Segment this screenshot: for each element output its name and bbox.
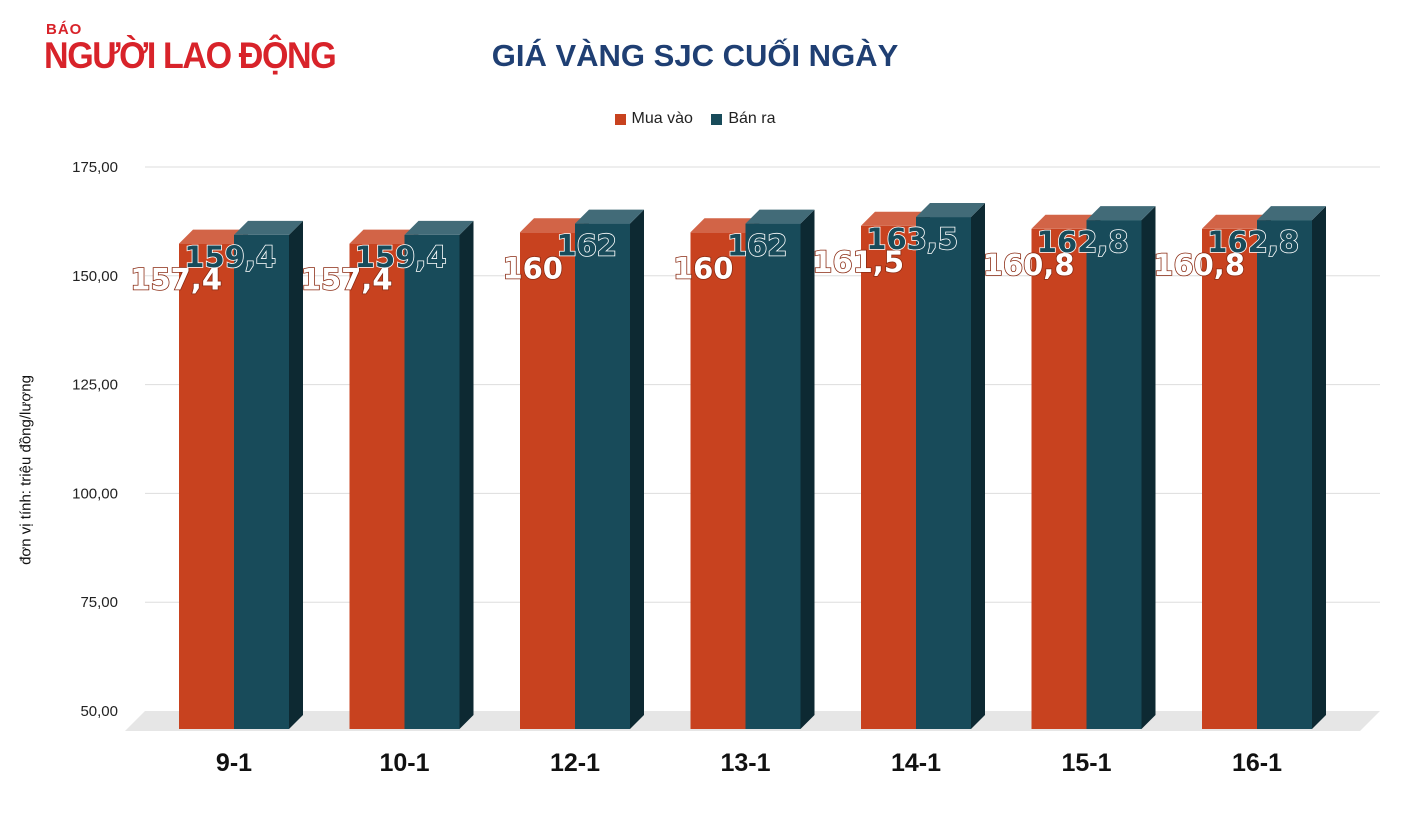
bar bbox=[349, 243, 405, 729]
bar-top bbox=[690, 218, 760, 233]
x-tick-label: 14-1 bbox=[891, 749, 941, 777]
legend-swatch-sell bbox=[711, 113, 723, 125]
legend-label-sell: Bán ra bbox=[728, 110, 776, 127]
logo-big-text: NGƯỜI LAO ĐỘNG bbox=[44, 35, 337, 76]
data-label: 162 bbox=[556, 229, 617, 263]
bar bbox=[1031, 228, 1087, 729]
bar-top bbox=[575, 209, 644, 224]
data-label: 162,8 bbox=[1037, 225, 1129, 259]
y-tick-label: 175,00 bbox=[72, 159, 118, 176]
bar-side bbox=[289, 220, 303, 729]
legend-item-sell: Bán ra bbox=[711, 110, 775, 128]
bar-top bbox=[404, 220, 474, 235]
bar-top bbox=[1086, 206, 1156, 221]
y-tick-label: 150,00 bbox=[72, 268, 118, 285]
data-label: 159,4 bbox=[355, 240, 447, 274]
newspaper-logo: BÁO NGƯỜI LAO ĐỘNG bbox=[44, 21, 337, 78]
bar-side bbox=[971, 203, 985, 730]
bar-top bbox=[349, 229, 419, 244]
x-tick-label: 12-1 bbox=[550, 749, 600, 777]
chart-title: GIÁ VÀNG SJC CUỐI NGÀY bbox=[491, 38, 899, 73]
data-label: 159,4 bbox=[184, 240, 276, 274]
data-label: 157,4 bbox=[130, 263, 222, 297]
bar-side bbox=[459, 220, 474, 729]
bar bbox=[1086, 220, 1142, 729]
x-tick-label: 10-1 bbox=[379, 749, 429, 777]
legend-item-buy: Mua vào bbox=[614, 110, 693, 128]
bar-top bbox=[1031, 214, 1101, 229]
bar-side bbox=[1312, 206, 1326, 729]
bar-side bbox=[800, 209, 815, 730]
chart-legend: Mua vào Bán ra bbox=[0, 110, 1390, 130]
y-tick-label: 100,00 bbox=[72, 485, 118, 502]
data-label: 162,8 bbox=[1207, 225, 1299, 259]
bar-top bbox=[861, 211, 930, 226]
legend-swatch-buy bbox=[614, 113, 626, 125]
y-tick-label: 50,00 bbox=[80, 703, 118, 720]
bar bbox=[520, 232, 575, 729]
logo-small-text: BÁO bbox=[46, 21, 83, 38]
bar bbox=[745, 223, 801, 730]
data-label: 162 bbox=[727, 229, 788, 263]
bar-top bbox=[234, 220, 303, 235]
bar bbox=[861, 225, 916, 729]
bar bbox=[916, 217, 971, 729]
x-tick-label: 9-1 bbox=[216, 749, 252, 777]
data-label: 160 bbox=[673, 251, 734, 285]
bar bbox=[1202, 228, 1257, 729]
data-label: 157,4 bbox=[301, 263, 393, 297]
data-label: 160,8 bbox=[1153, 248, 1245, 282]
data-label: 160,8 bbox=[983, 248, 1075, 282]
data-label: 161,5 bbox=[812, 245, 904, 279]
bar bbox=[690, 232, 746, 729]
bar bbox=[234, 234, 289, 729]
bar-top bbox=[520, 218, 589, 233]
y-tick-label: 75,00 bbox=[80, 594, 118, 611]
bar-top bbox=[1257, 206, 1326, 221]
bar bbox=[575, 223, 630, 730]
bar-top bbox=[916, 203, 985, 218]
bar-side bbox=[1141, 206, 1156, 729]
bar-top bbox=[1202, 214, 1271, 229]
x-tick-label: 15-1 bbox=[1061, 749, 1111, 777]
data-label: 160 bbox=[502, 251, 563, 285]
bar-top bbox=[745, 209, 815, 224]
bar bbox=[179, 243, 234, 729]
y-tick-label: 125,00 bbox=[72, 377, 118, 394]
bar-top bbox=[179, 229, 248, 244]
bar bbox=[404, 234, 460, 729]
bar-side bbox=[630, 209, 644, 730]
legend-label-buy: Mua vào bbox=[631, 110, 693, 127]
x-tick-label: 16-1 bbox=[1232, 749, 1282, 777]
x-tick-label: 13-1 bbox=[720, 749, 770, 777]
bar bbox=[1257, 220, 1312, 729]
data-label: 163,5 bbox=[866, 222, 958, 256]
